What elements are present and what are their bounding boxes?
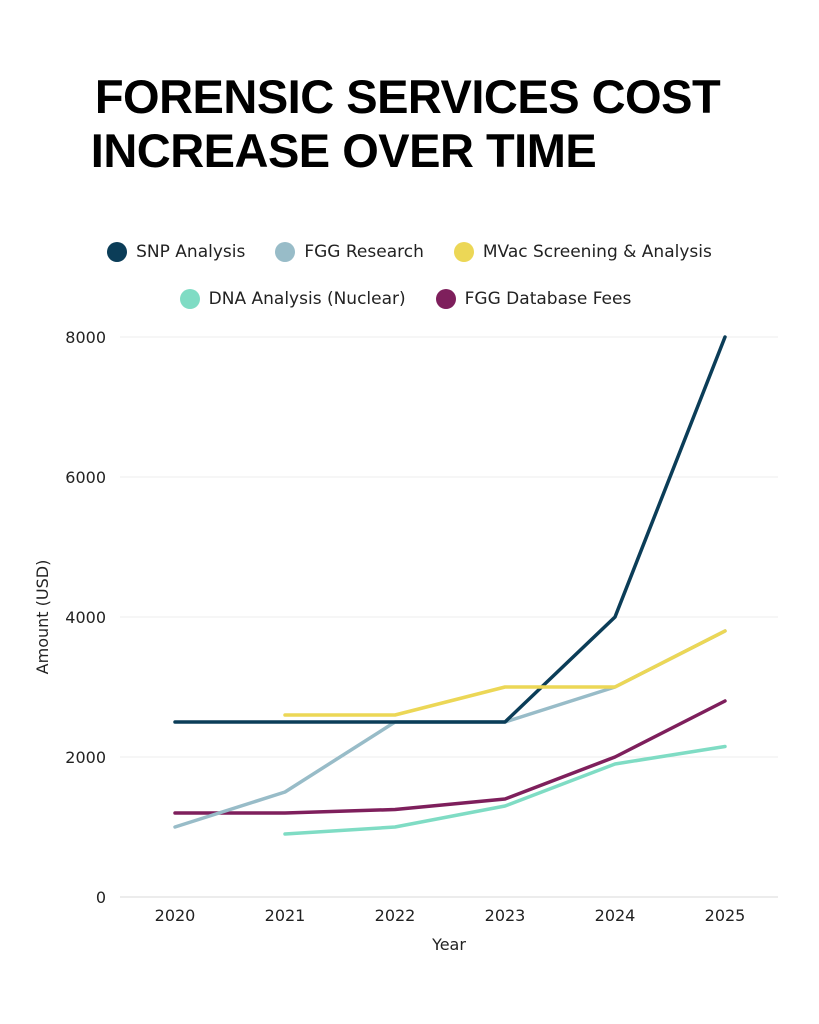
x-axis-title: Year: [431, 935, 466, 954]
y-tick-label: 4000: [65, 608, 106, 627]
series-line-snp-analysis: [173, 335, 727, 724]
series-lines: [173, 335, 727, 836]
legend-row-2: DNA Analysis (Nuclear) FGG Database Fees: [0, 289, 815, 309]
legend-item-mvac-screening[interactable]: MVac Screening & Analysis: [453, 242, 712, 262]
legend-swatch-fgg-database-fees: [435, 289, 456, 309]
series-line-fgg-research: [173, 629, 727, 829]
series-line-fgg-database-fees: [173, 699, 727, 815]
legend-swatch-dna-analysis: [179, 289, 200, 309]
y-tick-label: 8000: [65, 328, 106, 347]
x-tick-label: 2025: [705, 906, 746, 925]
legend-item-dna-analysis[interactable]: DNA Analysis (Nuclear): [179, 289, 406, 309]
x-tick-label: 2021: [265, 906, 306, 925]
y-tick-label: 0: [96, 888, 106, 907]
chart-title-line-2: INCREASE OVER TIME: [90, 124, 597, 177]
x-tick-label: 2024: [595, 906, 636, 925]
y-axis-title: Amount (USD): [33, 560, 52, 675]
y-tick-label: 2000: [65, 748, 106, 767]
x-axis-ticks: 2020 2021 2022 2023 2024 2025: [155, 906, 746, 925]
legend-swatch-snp-analysis: [107, 242, 128, 262]
y-tick-label: 6000: [65, 468, 106, 487]
legend-swatch-mvac-screening: [453, 242, 474, 262]
x-tick-label: 2020: [155, 906, 196, 925]
series-line-mvac-screening-analysis: [283, 629, 727, 717]
legend-row-1: SNP Analysis FGG Research MVac Screening…: [0, 242, 819, 262]
legend-label-fgg-research: FGG Research: [304, 242, 424, 262]
chart-title-line-1: FORENSIC SERVICES COST: [94, 70, 721, 123]
legend-label-fgg-database-fees: FGG Database Fees: [464, 289, 632, 309]
legend-swatch-fgg-research: [275, 242, 296, 262]
legend-label-dna-analysis: DNA Analysis (Nuclear): [208, 289, 406, 309]
legend-label-snp-analysis: SNP Analysis: [136, 242, 246, 262]
legend-item-snp-analysis[interactable]: SNP Analysis: [107, 242, 245, 262]
y-axis-ticks: 0 2000 4000 6000 8000: [65, 328, 106, 907]
x-tick-label: 2022: [375, 906, 416, 925]
series-line-dna-analysis-nuclear: [283, 744, 727, 836]
legend-item-fgg-database-fees[interactable]: FGG Database Fees: [435, 289, 632, 309]
x-tick-label: 2023: [485, 906, 526, 925]
legend-label-mvac-screening: MVac Screening & Analysis: [482, 242, 712, 262]
legend-item-fgg-research[interactable]: FGG Research: [275, 242, 424, 262]
